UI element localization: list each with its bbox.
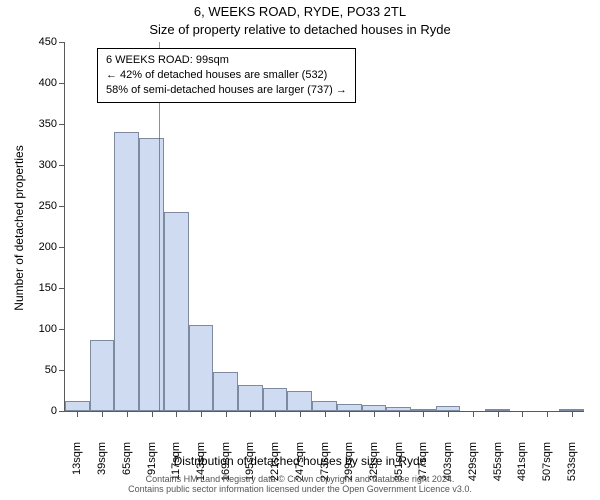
title-line-2: Size of property relative to detached ho… [0,22,600,37]
histogram-bar [287,391,312,411]
histogram-bar [65,401,90,411]
y-tick [59,83,65,84]
title-line-1: 6, WEEKS ROAD, RYDE, PO33 2TL [0,4,600,19]
x-tick [547,411,548,417]
y-tick [59,411,65,412]
x-tick [102,411,103,417]
x-tick [275,411,276,417]
y-tick [59,288,65,289]
y-tick-label: 0 [25,405,57,417]
x-tick [152,411,153,417]
x-tick [325,411,326,417]
y-tick [59,370,65,371]
x-axis-label: Distribution of detached houses by size … [0,454,600,468]
y-tick-label: 150 [25,282,57,294]
footer-attribution: Contains HM Land Registry data © Crown c… [0,474,600,495]
y-tick-label: 250 [25,200,57,212]
y-tick-label: 100 [25,323,57,335]
annotation-line-1: 6 WEEKS ROAD: 99sqm [106,53,347,68]
x-tick [176,411,177,417]
x-tick [349,411,350,417]
histogram-bar [238,385,263,411]
y-axis-label: Number of detached properties [12,145,26,310]
x-tick [423,411,424,417]
x-tick [300,411,301,417]
x-tick [448,411,449,417]
x-tick [127,411,128,417]
y-tick-label: 300 [25,159,57,171]
histogram-bar [139,138,164,411]
y-tick [59,206,65,207]
histogram-bar [263,388,288,411]
footer-line-1: Contains HM Land Registry data © Crown c… [146,474,455,484]
x-tick [498,411,499,417]
histogram-bar [213,372,238,411]
histogram-bar [114,132,139,411]
x-tick [201,411,202,417]
histogram-bar [90,340,115,411]
x-tick [250,411,251,417]
x-tick [374,411,375,417]
y-tick [59,329,65,330]
y-tick [59,124,65,125]
y-tick-label: 200 [25,241,57,253]
y-tick-label: 450 [25,36,57,48]
annotation-line-3: 58% of semi-detached houses are larger (… [106,83,347,98]
x-tick [473,411,474,417]
x-tick [572,411,573,417]
x-tick [399,411,400,417]
y-tick [59,247,65,248]
footer-line-2: Contains public sector information licen… [128,484,472,494]
plot-area: 6 WEEKS ROAD: 99sqm ← 42% of detached ho… [64,42,584,412]
y-tick [59,42,65,43]
y-tick-label: 350 [25,118,57,130]
y-tick-label: 400 [25,77,57,89]
y-tick [59,165,65,166]
chart-container: 6, WEEKS ROAD, RYDE, PO33 2TL Size of pr… [0,0,600,500]
histogram-bar [312,401,337,411]
x-tick [226,411,227,417]
annotation-box: 6 WEEKS ROAD: 99sqm ← 42% of detached ho… [97,48,356,103]
x-tick [77,411,78,417]
annotation-line-2: ← 42% of detached houses are smaller (53… [106,68,347,83]
x-tick [522,411,523,417]
histogram-bar [189,325,214,411]
histogram-bar [164,212,189,411]
y-tick-label: 50 [25,364,57,376]
histogram-bar [337,404,362,411]
